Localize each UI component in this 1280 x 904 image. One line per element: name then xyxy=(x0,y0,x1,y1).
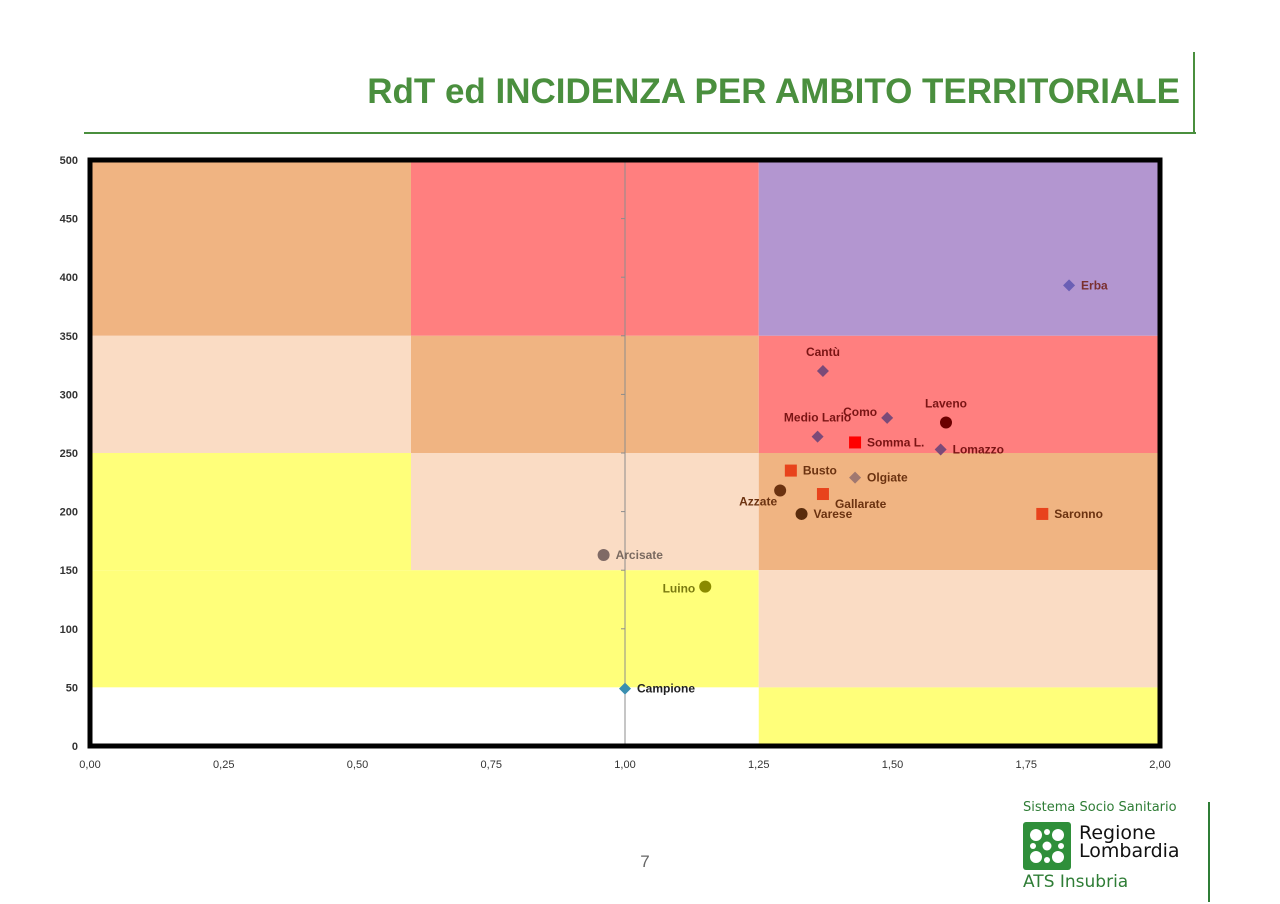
point-label-busto: Busto xyxy=(803,464,837,478)
zone-band-4 xyxy=(411,335,759,453)
point-label-azzate: Azzate xyxy=(739,495,777,509)
plot-frame xyxy=(87,157,1163,749)
incidence-scatter-chart: 0 50 100 150 200 250 300 350 400 450 500 0,00 0,25 0,… xyxy=(60,155,1171,771)
point-saronno xyxy=(1036,507,1049,520)
y-tick-label: 100 xyxy=(60,624,78,636)
y-tick-label: 50 xyxy=(66,682,78,694)
title-side-rule xyxy=(1193,52,1195,134)
y-tick-label: 350 xyxy=(60,331,78,343)
point-label-medio-lario: Medio Lario xyxy=(784,411,851,425)
rosa-camuna-icon xyxy=(1023,822,1071,870)
point-varese xyxy=(795,507,808,520)
y-tick-label: 500 xyxy=(60,155,78,167)
point-label-olgiate: Olgiate xyxy=(867,471,908,485)
zone-band-8 xyxy=(758,453,1160,571)
point-label-arcisate: Arcisate xyxy=(616,548,664,562)
y-tick-label: 0 xyxy=(72,741,78,753)
logo-ats-text: ATS Insubria xyxy=(1023,872,1129,892)
y-tick-label: 250 xyxy=(60,448,78,460)
title-underline xyxy=(84,132,1196,134)
x-tick-label: 2,00 xyxy=(1149,759,1170,771)
point-somma-l xyxy=(849,436,862,449)
x-tick-label: 0,75 xyxy=(481,759,502,771)
point-cant xyxy=(816,364,829,377)
point-campione xyxy=(619,682,631,695)
x-tick-label: 1,25 xyxy=(748,759,769,771)
zone-band-6 xyxy=(90,453,411,571)
zone-band-12 xyxy=(758,687,1160,746)
logo-region-line1: Regione xyxy=(1079,822,1156,844)
point-label-gallarate: Gallarate xyxy=(835,497,887,511)
zone-band-2 xyxy=(758,160,1160,336)
logo-region-line2: Lombardia xyxy=(1079,840,1180,862)
point-label-lomazzo: Lomazzo xyxy=(953,442,1004,456)
x-tick-label: 0,00 xyxy=(79,759,100,771)
x-tick-label: 0,25 xyxy=(213,759,234,771)
point-erba xyxy=(1063,279,1076,292)
y-tick-label: 450 xyxy=(60,214,78,226)
page-number: 7 xyxy=(640,852,650,871)
x-tick-label: 0,50 xyxy=(347,759,368,771)
y-tick-label: 300 xyxy=(60,389,78,401)
zone-band-1 xyxy=(411,160,759,336)
point-label-laveno: Laveno xyxy=(925,397,967,411)
point-label-somma-l: Somma L. xyxy=(867,435,924,449)
logo-system-text: Sistema Socio Sanitario xyxy=(1023,800,1177,815)
point-label-como: Como xyxy=(843,405,877,419)
point-label-luino: Luino xyxy=(663,582,696,596)
point-laveno xyxy=(940,416,952,429)
zone-band-7 xyxy=(411,453,759,571)
zone-band-3 xyxy=(90,335,411,453)
slide-title: RdT ed INCIDENZA PER AMBITO TERRITORIALE xyxy=(367,72,1180,111)
zone-band-10 xyxy=(758,570,1160,688)
point-luino xyxy=(699,580,712,593)
regione-lombardia-logo: Sistema Socio Sanitario Regione Lombardi… xyxy=(1018,798,1198,898)
y-tick-label: 150 xyxy=(60,565,78,577)
x-tick-label: 1,00 xyxy=(614,759,635,771)
point-olgiate xyxy=(849,471,862,484)
point-label-varese: Varese xyxy=(814,507,853,521)
x-tick-label: 1,75 xyxy=(1016,759,1037,771)
point-medio-lario xyxy=(811,430,824,443)
logo-side-rule xyxy=(1208,802,1210,902)
y-tick-label: 400 xyxy=(60,272,78,284)
y-tick-label: 200 xyxy=(60,507,78,519)
point-lomazzo xyxy=(934,443,947,456)
point-label-campione: Campione xyxy=(637,682,695,696)
point-azzate xyxy=(774,484,787,497)
point-como xyxy=(881,411,894,424)
point-gallarate xyxy=(816,488,829,501)
point-label-erba: Erba xyxy=(1081,278,1108,292)
zone-band-11 xyxy=(90,687,759,746)
logo-region-text: Regione Lombardia xyxy=(1079,822,1180,862)
zone-band-9 xyxy=(90,570,759,688)
zone-band-0 xyxy=(90,160,411,336)
zone-band-5 xyxy=(758,335,1160,453)
x-tick-label: 1,50 xyxy=(882,759,903,771)
point-label-cant: Cantù xyxy=(806,345,840,359)
point-busto xyxy=(784,464,797,477)
point-arcisate xyxy=(597,548,610,561)
point-label-saronno: Saronno xyxy=(1054,507,1103,521)
